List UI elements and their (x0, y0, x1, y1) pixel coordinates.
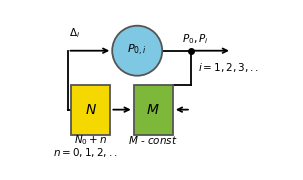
Text: $i = 1,2,3,..$: $i = 1,2,3,..$ (198, 61, 259, 74)
Bar (134, 85, 173, 135)
Text: $n = 0,1,2,..$: $n = 0,1,2,..$ (53, 146, 118, 159)
Text: $\Delta_i$: $\Delta_i$ (69, 26, 81, 40)
Text: $M$ - const: $M$ - const (128, 134, 178, 146)
Bar (71, 85, 110, 135)
Circle shape (112, 26, 162, 76)
Text: $N$: $N$ (85, 103, 97, 117)
Text: $P_{0,i}$: $P_{0,i}$ (127, 43, 147, 58)
Text: $N_0+n$: $N_0+n$ (74, 134, 108, 147)
Text: $P_0, P_i$: $P_0, P_i$ (182, 32, 208, 46)
Text: $M$: $M$ (146, 103, 160, 117)
